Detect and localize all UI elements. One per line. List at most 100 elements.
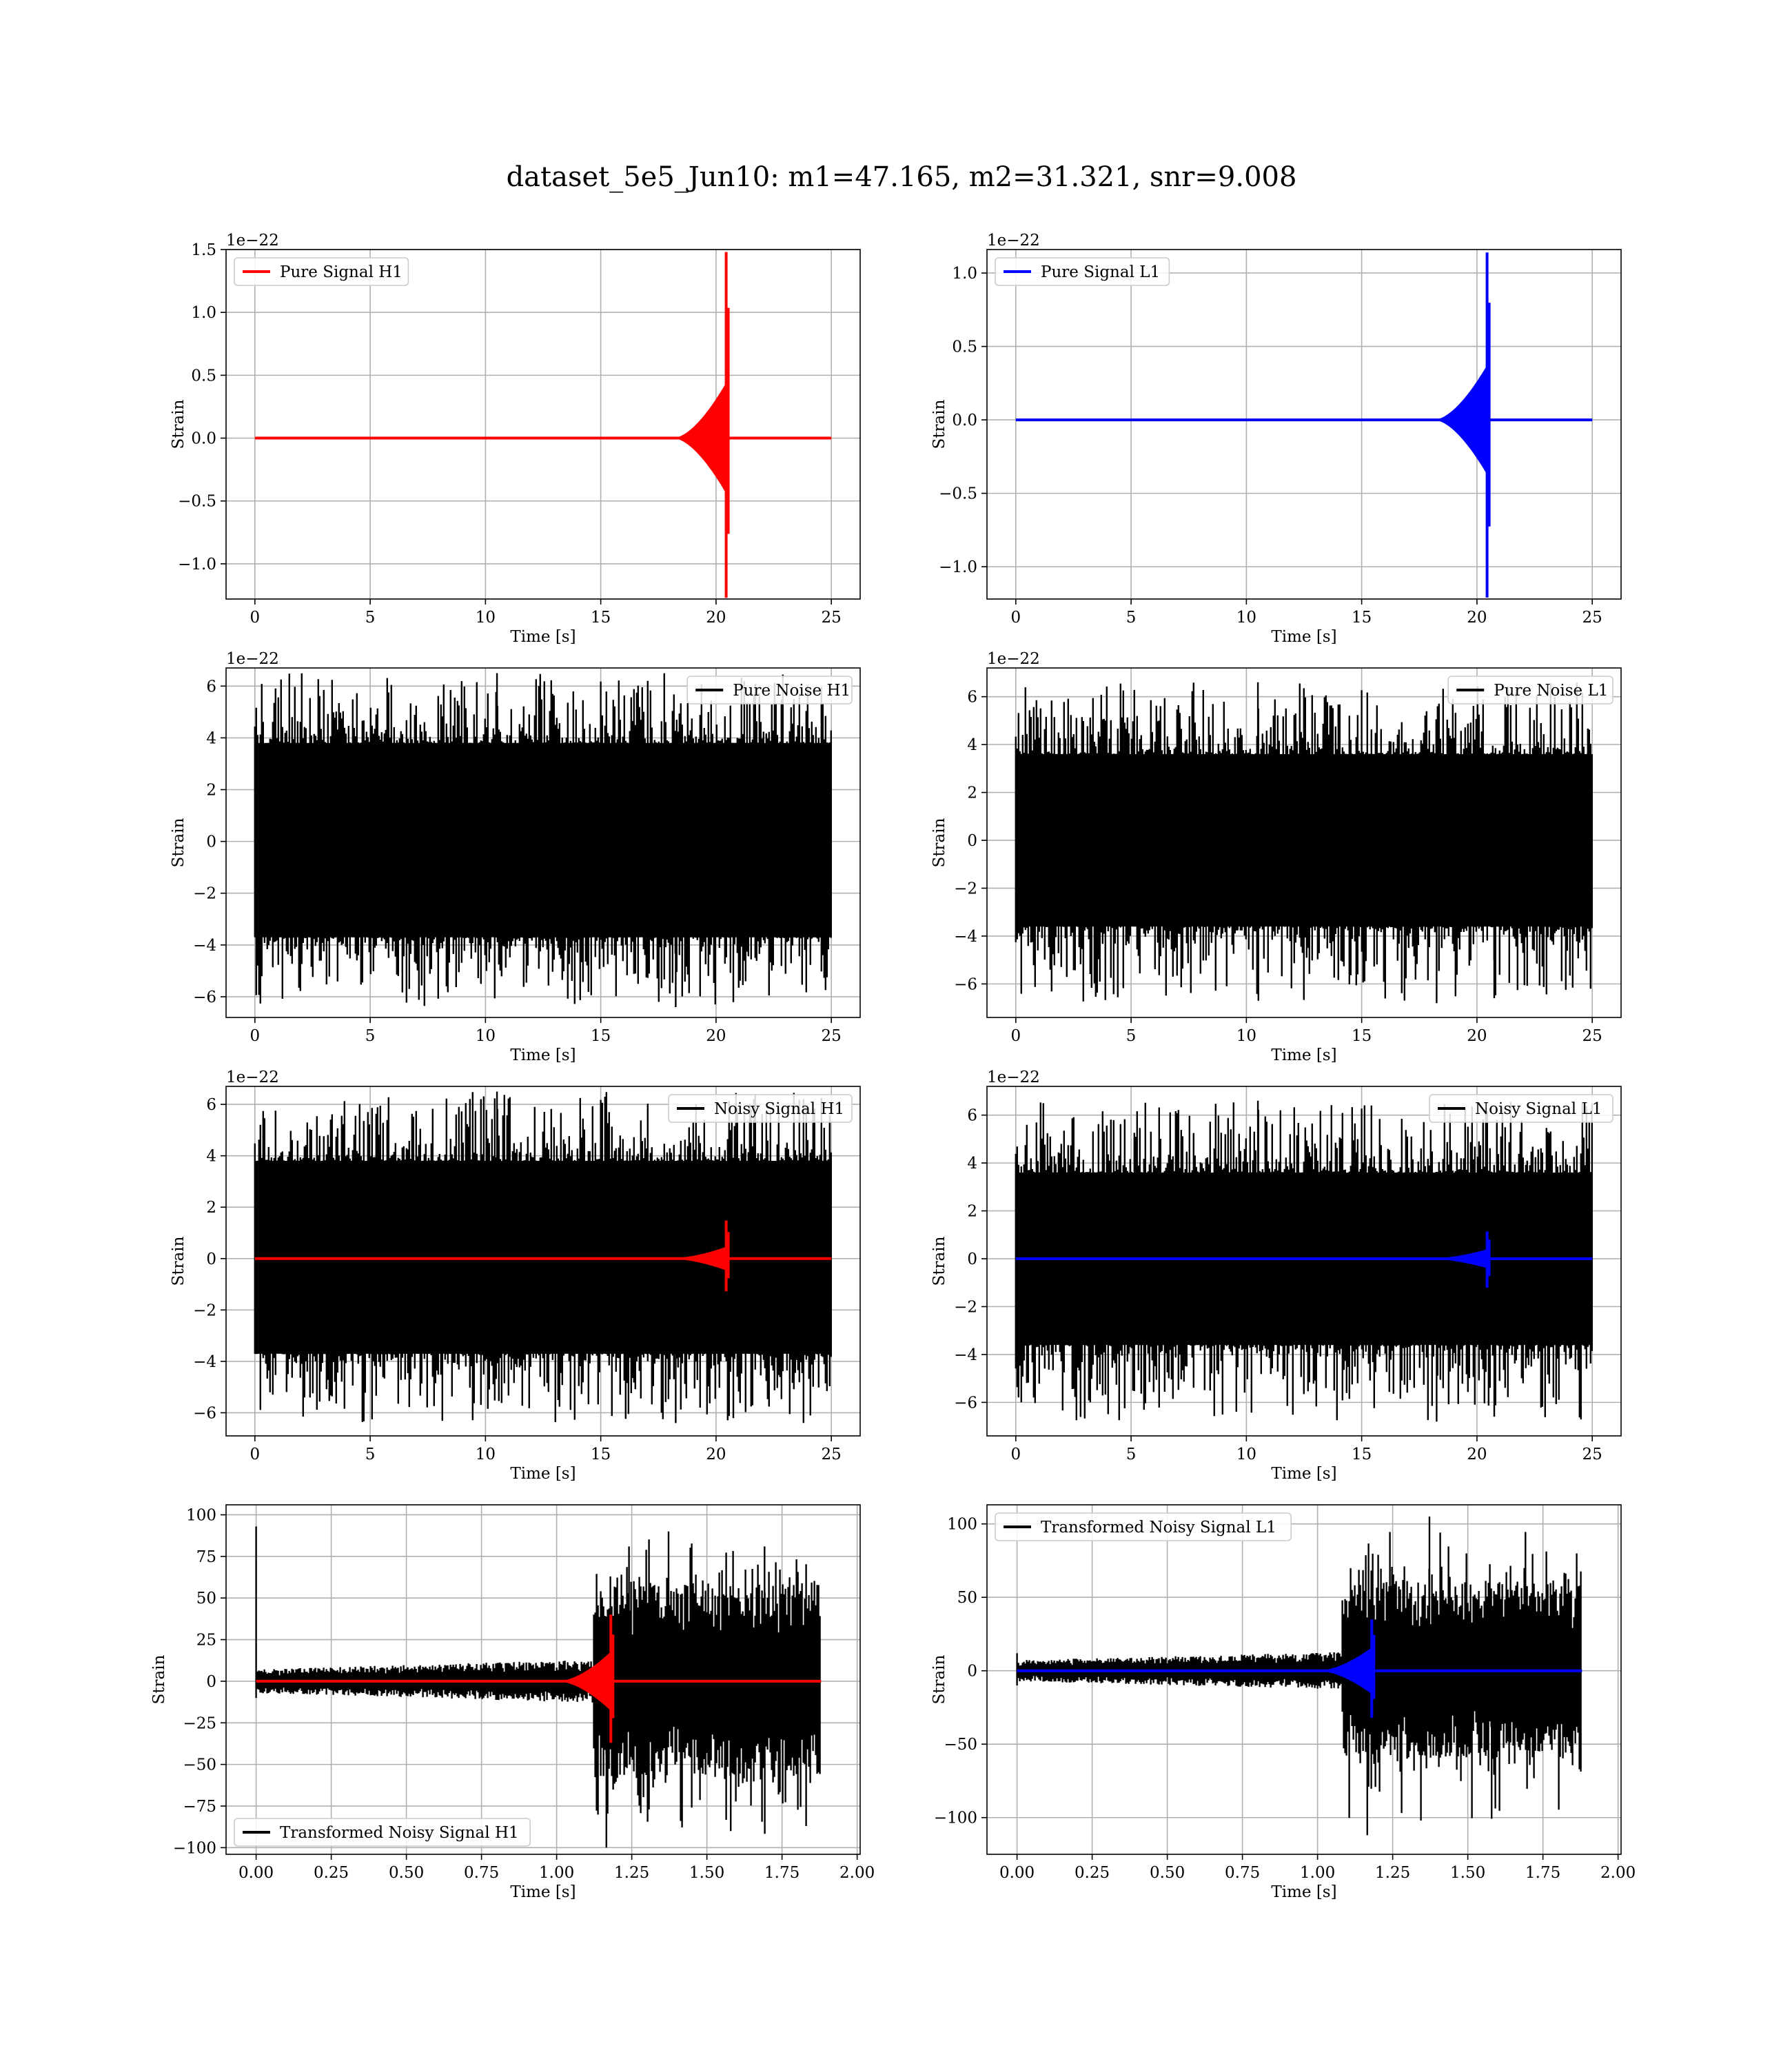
y-tick-label: 6 <box>967 689 977 707</box>
y-tick-label: 0.0 <box>952 412 977 429</box>
signal-merger-spike <box>1370 1619 1376 1718</box>
x-tick-label: 0 <box>250 609 260 627</box>
transformed-trace <box>255 1526 821 1848</box>
x-tick-label: 2.00 <box>1600 1864 1636 1882</box>
y-tick-label: 4 <box>967 1155 977 1173</box>
x-tick-label: 15 <box>591 1027 611 1045</box>
x-tick-label: 0 <box>250 1446 260 1463</box>
x-tick-label: 5 <box>1126 609 1137 627</box>
y-tick-label: −100 <box>173 1839 216 1857</box>
y-tick-label: 1.0 <box>191 304 216 322</box>
y-tick-label: −50 <box>944 1736 977 1754</box>
transformed-trace <box>1016 1517 1582 1836</box>
data-layer <box>254 1091 832 1423</box>
legend: Transformed Noisy Signal H1 <box>234 1818 531 1847</box>
y-tick-label: −0.5 <box>939 485 977 503</box>
legend: Transformed Noisy Signal L1 <box>995 1512 1292 1541</box>
y-tick-label: −6 <box>193 1404 216 1422</box>
legend-box <box>995 1512 1292 1541</box>
x-tick-label: 1.25 <box>1375 1864 1410 1882</box>
x-tick-label: 0 <box>1010 1027 1021 1045</box>
x-tick-label: 0 <box>1010 609 1021 627</box>
y-tick-label: −100 <box>934 1810 977 1827</box>
legend-label: Noisy Signal L1 <box>1475 1100 1602 1118</box>
x-tick-label: 20 <box>1467 1446 1487 1463</box>
y-tick-label: −6 <box>954 1394 977 1412</box>
y-tick-label: −2 <box>193 1301 216 1319</box>
y-tick-label: 0.5 <box>952 338 977 356</box>
y-tick-label: 1.0 <box>952 265 977 283</box>
axes-frame <box>225 667 861 1018</box>
data-layer <box>1015 1100 1593 1422</box>
y-axis-label: Strain <box>930 1654 948 1704</box>
y-tick-label: 0.0 <box>191 430 216 448</box>
subplot-pure-noise-l1: 0 5 10 15 20 25 −6 −4 −2 0 2 4 6 Time [s] Strain 1e−22 P… <box>930 650 1622 1064</box>
x-tick-label: 0.25 <box>1075 1864 1110 1882</box>
y-tick-label: −6 <box>954 975 977 993</box>
x-tick-label: 10 <box>476 609 496 627</box>
y-tick-label: −4 <box>954 928 977 946</box>
y-tick-label: −4 <box>193 937 216 955</box>
legend-box <box>686 676 853 704</box>
x-axis-label: Time [s] <box>510 1465 576 1483</box>
y-tick-label: 75 <box>196 1548 216 1566</box>
x-axis-label: Time [s] <box>1271 1046 1336 1064</box>
x-tick-label: 1.00 <box>539 1864 574 1882</box>
x-tick-label: 20 <box>1467 609 1487 627</box>
signal-envelope-bottom <box>675 437 729 498</box>
y-tick-label: 2 <box>206 1199 216 1217</box>
signal-envelope-bottom <box>1436 419 1489 476</box>
noise-trace <box>1015 1100 1593 1422</box>
signal-merger-spike <box>1485 252 1491 598</box>
noise-trace <box>254 673 832 1007</box>
legend-box <box>234 1818 531 1847</box>
x-tick-label: 0 <box>250 1027 260 1045</box>
x-tick-label: 0.00 <box>999 1864 1035 1882</box>
legend: Pure Signal H1 <box>234 257 409 286</box>
y-tick-label: 0 <box>967 832 977 850</box>
legend-label: Transformed Noisy Signal L1 <box>1041 1519 1276 1537</box>
x-tick-label: 1.50 <box>1450 1864 1485 1882</box>
y-axis-label: Strain <box>170 818 187 867</box>
x-tick-label: 20 <box>706 1027 726 1045</box>
legend: Noisy Signal H1 <box>668 1094 853 1123</box>
y-tick-label: 0.5 <box>191 367 216 385</box>
y-axis-label: Strain <box>930 399 948 449</box>
x-tick-label: 0.50 <box>389 1864 424 1882</box>
axes-frame <box>986 667 1622 1018</box>
y-tick-label: −2 <box>193 885 216 903</box>
y-tick-label: −75 <box>183 1798 216 1816</box>
data-layer <box>254 252 832 598</box>
x-tick-label: 0.50 <box>1150 1864 1185 1882</box>
axes-frame <box>225 1086 861 1437</box>
y-tick-label: 2 <box>967 1203 977 1221</box>
y-tick-label: 1.5 <box>191 241 216 259</box>
x-tick-label: 20 <box>1467 1027 1487 1045</box>
y-tick-label: −25 <box>183 1714 216 1732</box>
grid <box>987 250 1621 599</box>
x-tick-label: 10 <box>1236 1027 1256 1045</box>
x-tick-label: 25 <box>1582 1446 1602 1463</box>
y-tick-label: −4 <box>193 1353 216 1371</box>
y-tick-label: 0 <box>967 1250 977 1268</box>
subplot-pure-signal-h1: 0 5 10 15 20 25 −1.0 −0.5 0.0 0.5 1.0 1.5 Time [s] St… <box>170 232 861 646</box>
x-tick-label: 10 <box>476 1027 496 1045</box>
x-axis-label: Time [s] <box>510 628 576 646</box>
x-tick-label: 1.25 <box>614 1864 649 1882</box>
x-tick-label: 20 <box>706 1446 726 1463</box>
subplot-transformed-l1: 0.00 0.25 0.50 0.75 1.00 1.25 1.50 1.75 2.00 −100… <box>930 1504 1636 1901</box>
y-tick-label: −0.5 <box>178 493 216 511</box>
signal-envelope-top <box>1322 1645 1374 1672</box>
legend-label: Noisy Signal H1 <box>714 1100 844 1118</box>
x-tick-label: 25 <box>1582 1027 1602 1045</box>
signal-merger-spike <box>1485 1231 1491 1288</box>
signal-envelope-top <box>675 1246 729 1259</box>
y-tick-label: −2 <box>954 880 977 898</box>
x-axis-label: Time [s] <box>1271 1465 1336 1483</box>
y-tick-label: 100 <box>947 1516 977 1534</box>
y-tick-label: −6 <box>193 989 216 1006</box>
y-axis-label: Strain <box>170 399 187 449</box>
grid <box>226 249 860 599</box>
x-tick-label: 10 <box>1236 609 1256 627</box>
